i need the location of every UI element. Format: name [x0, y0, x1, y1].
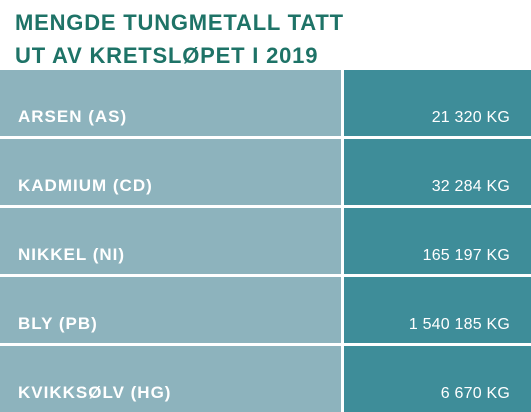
- metal-amount: 21 320 KG: [431, 109, 510, 126]
- title-line-2: UT AV KRETSLØPET I 2019: [15, 43, 319, 68]
- metal-name-cell: BLY (PB): [0, 277, 341, 343]
- metal-name: KVIKKSØLV (HG): [18, 383, 172, 402]
- heavy-metal-table: ARSEN (AS) 21 320 KG KADMIUM (CD) 32 284…: [0, 70, 531, 412]
- metal-name: ARSEN (AS): [18, 107, 128, 126]
- title-line-1: MENGDE TUNGMETALL TATT: [15, 10, 344, 35]
- metal-name-cell: KADMIUM (CD): [0, 139, 341, 205]
- metal-name: BLY (PB): [18, 314, 98, 333]
- metal-amount-cell: 32 284 KG: [344, 139, 531, 205]
- metal-name-cell: NIKKEL (NI): [0, 208, 341, 274]
- metal-amount-cell: 165 197 KG: [344, 208, 531, 274]
- metal-amount-cell: 21 320 KG: [344, 70, 531, 136]
- metal-amount-cell: 1 540 185 KG: [344, 277, 531, 343]
- metal-amount: 1 540 185 KG: [408, 316, 510, 333]
- metal-name-cell: ARSEN (AS): [0, 70, 341, 136]
- metal-amount: 32 284 KG: [431, 178, 510, 195]
- table-row-kadmium: KADMIUM (CD) 32 284 KG: [0, 139, 531, 205]
- table-row-arsen: ARSEN (AS) 21 320 KG: [0, 70, 531, 136]
- page-title: MENGDE TUNGMETALL TATT UT AV KRETSLØPET …: [15, 6, 520, 72]
- metal-name: KADMIUM (CD): [18, 176, 153, 195]
- metal-name: NIKKEL (NI): [18, 245, 126, 264]
- metal-amount: 6 670 KG: [440, 385, 510, 402]
- metal-name-cell: KVIKKSØLV (HG): [0, 346, 341, 412]
- table-row-nikkel: NIKKEL (NI) 165 197 KG: [0, 208, 531, 274]
- table-row-kvikksolv: KVIKKSØLV (HG) 6 670 KG: [0, 346, 531, 412]
- table-row-bly: BLY (PB) 1 540 185 KG: [0, 277, 531, 343]
- metal-amount-cell: 6 670 KG: [344, 346, 531, 412]
- metal-amount: 165 197 KG: [422, 247, 510, 264]
